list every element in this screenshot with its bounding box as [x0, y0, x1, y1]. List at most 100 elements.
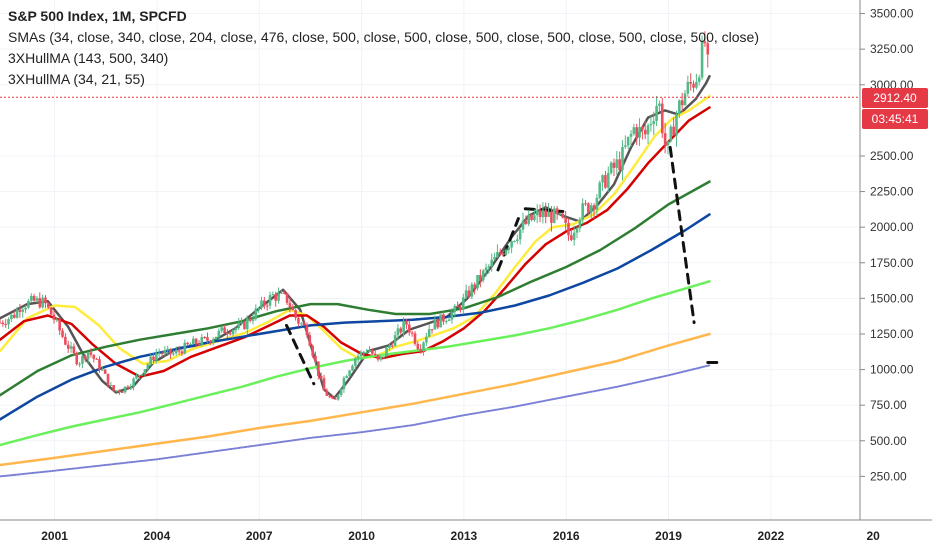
y-tick-label: 3500.00	[870, 7, 914, 21]
legend-title[interactable]: S&P 500 Index, 1M, SPCFD	[8, 8, 187, 24]
candle-body	[0, 322, 2, 324]
x-tick-label: 2022	[758, 529, 785, 543]
price-axis[interactable]: 250.00 500.00 750.00 1000.00 1250.00 1500.00 1…	[860, 7, 914, 484]
candle-body	[146, 364, 150, 370]
candle-body	[83, 355, 87, 360]
time-axis[interactable]: 2001 2004 2007 2010 2013 2016 2019 2022 20	[41, 529, 880, 543]
candle-body	[89, 352, 93, 355]
legend-smas[interactable]: SMAs (34, close, 340, close, 204, close,…	[8, 29, 759, 45]
candle-body	[328, 395, 332, 398]
candle-body	[263, 300, 266, 306]
candle-body	[447, 319, 451, 322]
series-line	[0, 213, 711, 421]
legend-hullma-2[interactable]: 3XHullMA (34, 21, 55)	[8, 71, 145, 87]
candle-body	[288, 302, 292, 308]
candle-body	[4, 324, 7, 326]
candle-body	[135, 375, 138, 379]
candle-body	[52, 314, 56, 320]
x-tick-label: 2004	[144, 529, 171, 543]
candle-body	[567, 222, 570, 236]
candle-body	[243, 322, 246, 330]
candle-body	[598, 182, 602, 198]
series-line	[0, 180, 711, 397]
candle-body	[274, 294, 278, 301]
candle-body	[191, 338, 195, 345]
candlesticks	[0, 31, 710, 401]
legend-hullma-1[interactable]: 3XHullMA (143, 500, 340)	[8, 50, 169, 66]
candle-body	[425, 336, 428, 343]
countdown-badge: 03:45:41	[862, 109, 928, 129]
y-tick-label: 1500.00	[870, 291, 914, 305]
candle-body	[166, 348, 170, 351]
candle-body	[231, 330, 235, 335]
y-tick-label: 2000.00	[870, 220, 914, 234]
candle-body	[570, 235, 573, 240]
candle-body	[473, 284, 476, 289]
x-tick-label: 2007	[246, 529, 273, 543]
candle-body	[311, 345, 314, 356]
candle-body	[527, 214, 530, 224]
candle-body	[174, 350, 178, 354]
candle-body	[203, 337, 206, 339]
candle-body	[336, 395, 340, 400]
last-price-badge: 2912.40	[862, 88, 928, 108]
candle-body	[643, 129, 647, 135]
candle-body	[206, 337, 209, 341]
candle-body	[118, 390, 121, 392]
candle-body	[137, 375, 141, 377]
candle-body	[669, 126, 673, 142]
candle-body	[172, 353, 175, 355]
candle-body	[521, 220, 525, 230]
candle-body	[123, 386, 127, 393]
candle-body	[697, 77, 701, 82]
candle-body	[44, 297, 47, 304]
candle-body	[385, 347, 388, 357]
indicator-series	[0, 74, 720, 478]
candle-body	[632, 127, 636, 134]
candle-body	[692, 83, 695, 88]
x-tick-label: 2001	[41, 529, 68, 543]
candle-body	[564, 217, 567, 223]
series-dashed	[668, 145, 696, 325]
candle-body	[453, 305, 457, 313]
candle-body	[365, 351, 368, 353]
candle-body	[524, 220, 528, 224]
candle-body	[268, 295, 272, 306]
candle-body	[479, 275, 482, 281]
candle-body	[280, 292, 283, 294]
candle-body	[95, 358, 98, 360]
candle-body	[282, 292, 286, 294]
y-tick-label: 2500.00	[870, 149, 914, 163]
candle-body	[484, 267, 488, 271]
candle-body	[217, 330, 221, 337]
candle-body	[660, 103, 664, 134]
candle-body	[541, 210, 545, 218]
candle-body	[462, 297, 465, 310]
candle-body	[444, 321, 448, 323]
candle-body	[518, 229, 522, 240]
candle-body	[10, 314, 13, 320]
candle-body	[533, 215, 536, 221]
price-axis-background	[860, 0, 932, 520]
candle-body	[103, 369, 107, 374]
candle-body	[649, 123, 653, 126]
candle-body	[339, 389, 343, 396]
candle-body	[388, 345, 391, 348]
candle-body	[450, 312, 454, 320]
candle-body	[78, 363, 81, 365]
candle-body	[180, 351, 184, 354]
candle-body	[140, 374, 144, 376]
candle-body	[703, 41, 707, 44]
candle-body	[277, 293, 280, 301]
y-tick-label: 2250.00	[870, 185, 914, 199]
series-dashed	[496, 217, 520, 272]
candle-body	[606, 172, 610, 188]
candle-body	[160, 353, 164, 355]
candle-body	[183, 342, 187, 354]
candle-body	[544, 210, 548, 217]
candle-body	[399, 328, 403, 333]
candle-body	[359, 351, 363, 357]
candle-body	[72, 346, 76, 354]
candle-body	[550, 211, 553, 223]
